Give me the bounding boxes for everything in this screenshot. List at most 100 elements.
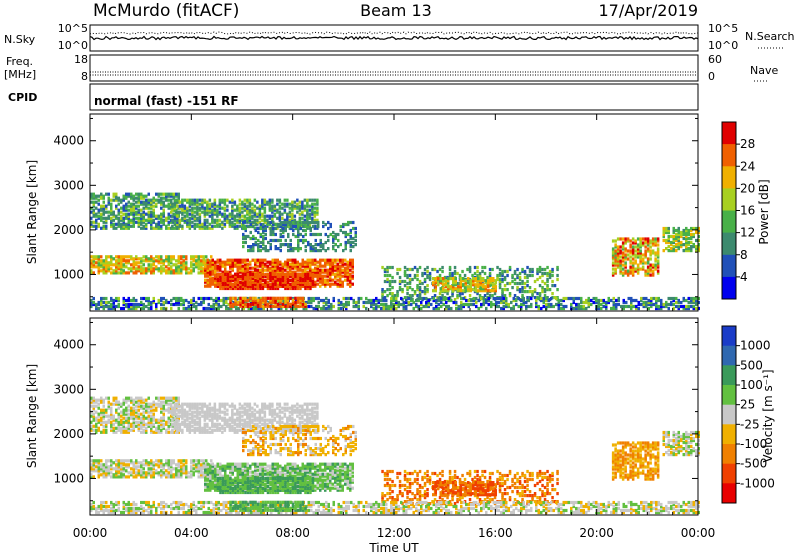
- heatmap-cell: [342, 224, 345, 229]
- heatmap-cell: [150, 212, 153, 216]
- heatmap-cell: [120, 267, 123, 271]
- heatmap-cell: [181, 216, 184, 220]
- heatmap-cell: [518, 288, 522, 292]
- heatmap-cell: [472, 302, 475, 307]
- heatmap-cell: [127, 220, 130, 224]
- heatmap-cell: [329, 266, 332, 270]
- heatmap-cell: [274, 247, 277, 251]
- heatmap-cell: [397, 300, 400, 305]
- heatmap-cell: [244, 234, 247, 239]
- heatmap-cell: [187, 304, 190, 309]
- heatmap-cell: [231, 274, 235, 278]
- heatmap-cell: [654, 263, 657, 267]
- heatmap-cell: [682, 296, 685, 301]
- heatmap-cell: [152, 298, 155, 303]
- heatmap-cell: [461, 269, 464, 274]
- heatmap-cell: [264, 258, 267, 262]
- heatmap-cell: [217, 302, 220, 307]
- heatmap-cell: [326, 268, 329, 272]
- heatmap-cell: [209, 470, 212, 474]
- heatmap-cell: [278, 204, 282, 208]
- heatmap-cell: [190, 459, 193, 463]
- heatmap-cell: [615, 306, 618, 311]
- heatmap-cell: [259, 298, 262, 302]
- heatmap-cell: [286, 270, 289, 274]
- heatmap-cell: [266, 276, 270, 280]
- heatmap-cell: [322, 306, 325, 311]
- heatmap-cell: [660, 306, 663, 311]
- heatmap-cell: [418, 292, 422, 296]
- heatmap-cell: [201, 200, 204, 204]
- heatmap-cell: [393, 279, 397, 284]
- heatmap-cell: [90, 463, 93, 467]
- heatmap-cell: [523, 275, 527, 280]
- heatmap-cell: [612, 300, 615, 305]
- heatmap-cell: [315, 306, 318, 311]
- heatmap-cell: [165, 224, 168, 228]
- heatmap-cell: [329, 270, 332, 274]
- heatmap-cell: [105, 467, 108, 471]
- heatmap-cell: [209, 474, 212, 478]
- heatmap-cell: [484, 287, 487, 291]
- heatmap-cell: [279, 220, 282, 225]
- heatmap-cell: [496, 265, 499, 270]
- heatmap-cell: [316, 226, 319, 230]
- heatmap-cell: [418, 290, 422, 294]
- heatmap-cell: [540, 306, 543, 311]
- heatmap-cell: [512, 298, 515, 303]
- heatmap-cell: [150, 473, 153, 477]
- heatmap-cell: [336, 268, 339, 272]
- heatmap-cell: [286, 266, 289, 270]
- heatmap-cell: [282, 300, 285, 305]
- heatmap-cell: [332, 245, 335, 249]
- heatmap-cell: [278, 212, 282, 216]
- heatmap-cell: [234, 298, 237, 302]
- heatmap-cell: [211, 476, 214, 480]
- heatmap-cell: [97, 271, 100, 275]
- heatmap-cell: [145, 257, 148, 261]
- heatmap-cell: [485, 306, 488, 311]
- heatmap-cell: [639, 253, 642, 257]
- heatmap-cell: [346, 266, 349, 270]
- cpid-text: normal (fast) -151 RF: [94, 94, 239, 108]
- heatmap-cell: [112, 461, 115, 465]
- heatmap-cell: [251, 298, 255, 302]
- heatmap-cell: [672, 298, 675, 303]
- heatmap-cell: [261, 268, 264, 272]
- heatmap-cell: [403, 296, 407, 300]
- sky-scale-top-right: 10^5: [708, 22, 738, 35]
- heatmap-cell: [354, 234, 357, 239]
- heatmap-cell: [291, 274, 295, 278]
- heatmap-cell: [354, 226, 357, 231]
- heatmap-cell: [467, 298, 470, 303]
- heatmap-cell: [642, 302, 645, 307]
- heatmap-cell: [446, 292, 449, 296]
- heatmap-cell: [160, 269, 163, 273]
- heatmap-cell: [349, 220, 352, 225]
- heatmap-cell: [299, 232, 302, 237]
- heatmap-cell: [294, 282, 297, 286]
- heatmap-cell: [482, 296, 485, 301]
- heatmap-cell: [695, 247, 698, 251]
- heatmap-cell: [626, 249, 630, 253]
- heatmap-cell: [449, 277, 452, 281]
- heatmap-cell: [614, 267, 617, 271]
- heatmap-cell: [150, 200, 153, 204]
- heatmap-cell: [624, 269, 627, 273]
- heatmap-cell: [242, 234, 245, 239]
- heatmap-cell: [127, 222, 130, 226]
- heatmap-cell: [214, 464, 217, 468]
- heatmap-cell: [302, 238, 305, 243]
- heatmap-cell: [147, 296, 150, 301]
- heatmap-cell: [222, 300, 225, 305]
- heatmap-cell: [326, 260, 329, 264]
- heatmap-cell: [281, 274, 285, 278]
- heatmap-cell: [218, 206, 222, 210]
- heatmap-cell: [209, 278, 212, 282]
- heatmap-cell: [137, 210, 140, 214]
- heatmap-cell: [127, 304, 130, 309]
- heatmap-cell: [297, 243, 300, 247]
- heatmap-cell: [264, 264, 267, 268]
- heatmap-cell: [127, 465, 130, 469]
- heatmap-cell: [203, 214, 207, 218]
